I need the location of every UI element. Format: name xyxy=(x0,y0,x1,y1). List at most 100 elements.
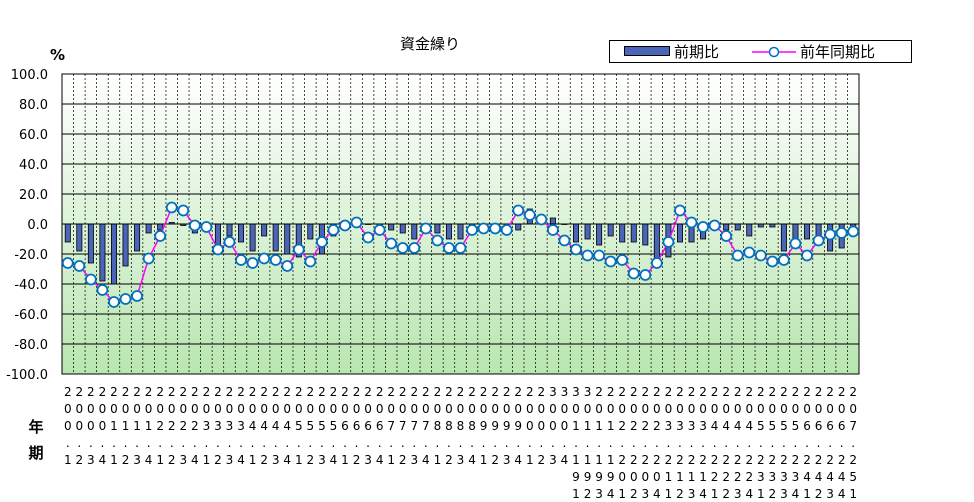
y-tick-label: 40.0 xyxy=(19,158,48,173)
x-tick-char: 3 xyxy=(688,419,696,433)
x-tick-char: 3 xyxy=(792,470,800,484)
x-tick-char: . xyxy=(285,436,289,450)
line-marker xyxy=(108,296,120,308)
x-tick-char: 4 xyxy=(99,453,107,467)
x-axis-label-2: 期 xyxy=(28,444,43,462)
x-tick-char: 4 xyxy=(734,419,742,433)
x-tick-char: . xyxy=(770,436,774,450)
x-tick-char: . xyxy=(135,436,139,450)
line-marker xyxy=(292,243,305,256)
x-tick-char: 6 xyxy=(803,419,811,433)
x-tick-char: 2 xyxy=(133,385,141,399)
x-tick-char: 1 xyxy=(526,453,534,467)
x-tick-char: 4 xyxy=(561,453,569,467)
x-tick-char: . xyxy=(193,436,197,450)
x-tick-char: 0 xyxy=(838,402,846,416)
x-tick-char: 2 xyxy=(168,453,176,467)
bar xyxy=(214,223,221,246)
x-tick-char: 2 xyxy=(491,385,499,399)
x-tick-char: 3 xyxy=(457,453,465,467)
line-marker xyxy=(558,234,571,247)
x-tick-char: 0 xyxy=(526,402,534,416)
x-tick-char: 1 xyxy=(595,453,603,467)
bar xyxy=(249,223,256,252)
x-tick-char: . xyxy=(343,436,347,450)
x-tick-char: 4 xyxy=(653,487,661,501)
x-tick-char: 2 xyxy=(260,453,268,467)
x-tick-char: 2 xyxy=(434,385,442,399)
x-tick-char: 2 xyxy=(179,385,187,399)
x-tick-char: 2 xyxy=(803,385,811,399)
x-tick-char: 0 xyxy=(237,402,245,416)
x-tick-char: 0 xyxy=(145,402,153,416)
bar xyxy=(238,223,245,243)
x-tick-char: 0 xyxy=(64,419,72,433)
x-tick-char: 1 xyxy=(676,470,684,484)
bar xyxy=(457,223,464,240)
x-tick-char: 3 xyxy=(769,470,777,484)
x-tick-char: 2 xyxy=(618,385,626,399)
x-tick-char: 2 xyxy=(826,385,834,399)
x-tick-char: 2 xyxy=(745,470,753,484)
x-tick-char: . xyxy=(66,436,70,450)
x-tick-char: . xyxy=(181,436,185,450)
bar xyxy=(122,223,129,267)
x-tick-char: 2 xyxy=(815,487,823,501)
x-tick-char: 0 xyxy=(641,402,649,416)
line-marker xyxy=(223,236,236,248)
x-tick-char: 2 xyxy=(722,487,730,501)
x-tick-char: 0 xyxy=(792,402,800,416)
x-tick-char: 2 xyxy=(353,385,361,399)
line-marker xyxy=(766,255,779,268)
line-marker xyxy=(835,227,848,239)
x-tick-char: 2 xyxy=(711,470,719,484)
x-tick-char: 0 xyxy=(468,402,476,416)
x-tick-char: . xyxy=(262,436,266,450)
x-tick-char: 0 xyxy=(618,470,626,484)
x-tick-char: 3 xyxy=(688,487,696,501)
legend-line-label: 前年同期比 xyxy=(800,43,876,61)
x-tick-char: 2 xyxy=(838,453,846,467)
x-tick-char: 0 xyxy=(364,402,372,416)
line-marker xyxy=(362,231,374,244)
bar xyxy=(549,217,556,225)
chart-title: 資金繰り xyxy=(400,35,460,53)
x-tick-char: . xyxy=(470,436,474,450)
legend-line-swatch xyxy=(752,46,796,57)
x-tick-char: 2 xyxy=(745,453,753,467)
x-tick-char: 3 xyxy=(676,419,684,433)
bar xyxy=(145,223,152,234)
x-tick-char: 3 xyxy=(237,419,245,433)
x-tick-char: 2 xyxy=(849,385,857,399)
x-tick-char: 1 xyxy=(249,453,257,467)
x-tick-char: 4 xyxy=(815,470,823,484)
x-tick-char: . xyxy=(355,436,359,450)
line-marker xyxy=(73,260,86,272)
y-tick-label: 20.0 xyxy=(19,188,48,203)
x-tick-char: 1 xyxy=(203,453,211,467)
x-tick-char: 0 xyxy=(64,402,72,416)
x-tick-char: 2 xyxy=(122,385,130,399)
x-tick-char: 1 xyxy=(584,453,592,467)
x-tick-char: 5 xyxy=(757,419,765,433)
x-tick-char: 0 xyxy=(76,402,84,416)
chart-legend: 前期比 前年同期比 xyxy=(609,40,912,63)
x-tick-char: . xyxy=(724,436,728,450)
x-tick-char: 4 xyxy=(283,453,291,467)
x-tick-char: 3 xyxy=(734,487,742,501)
x-tick-char: . xyxy=(759,436,763,450)
x-tick-char: 0 xyxy=(214,402,222,416)
x-tick-char: 2 xyxy=(191,385,199,399)
x-tick-char: 0 xyxy=(272,402,280,416)
x-tick-char: . xyxy=(701,436,705,450)
x-tick-char: 8 xyxy=(457,419,465,433)
x-tick-char: 0 xyxy=(295,402,303,416)
x-tick-char: 0 xyxy=(514,402,522,416)
bar xyxy=(284,223,291,255)
x-tick-char: . xyxy=(366,436,370,450)
x-tick-char: 0 xyxy=(630,470,638,484)
x-tick-char: 6 xyxy=(815,419,823,433)
x-tick-char: 5 xyxy=(792,419,800,433)
bar xyxy=(307,223,314,240)
x-tick-char: 6 xyxy=(341,419,349,433)
